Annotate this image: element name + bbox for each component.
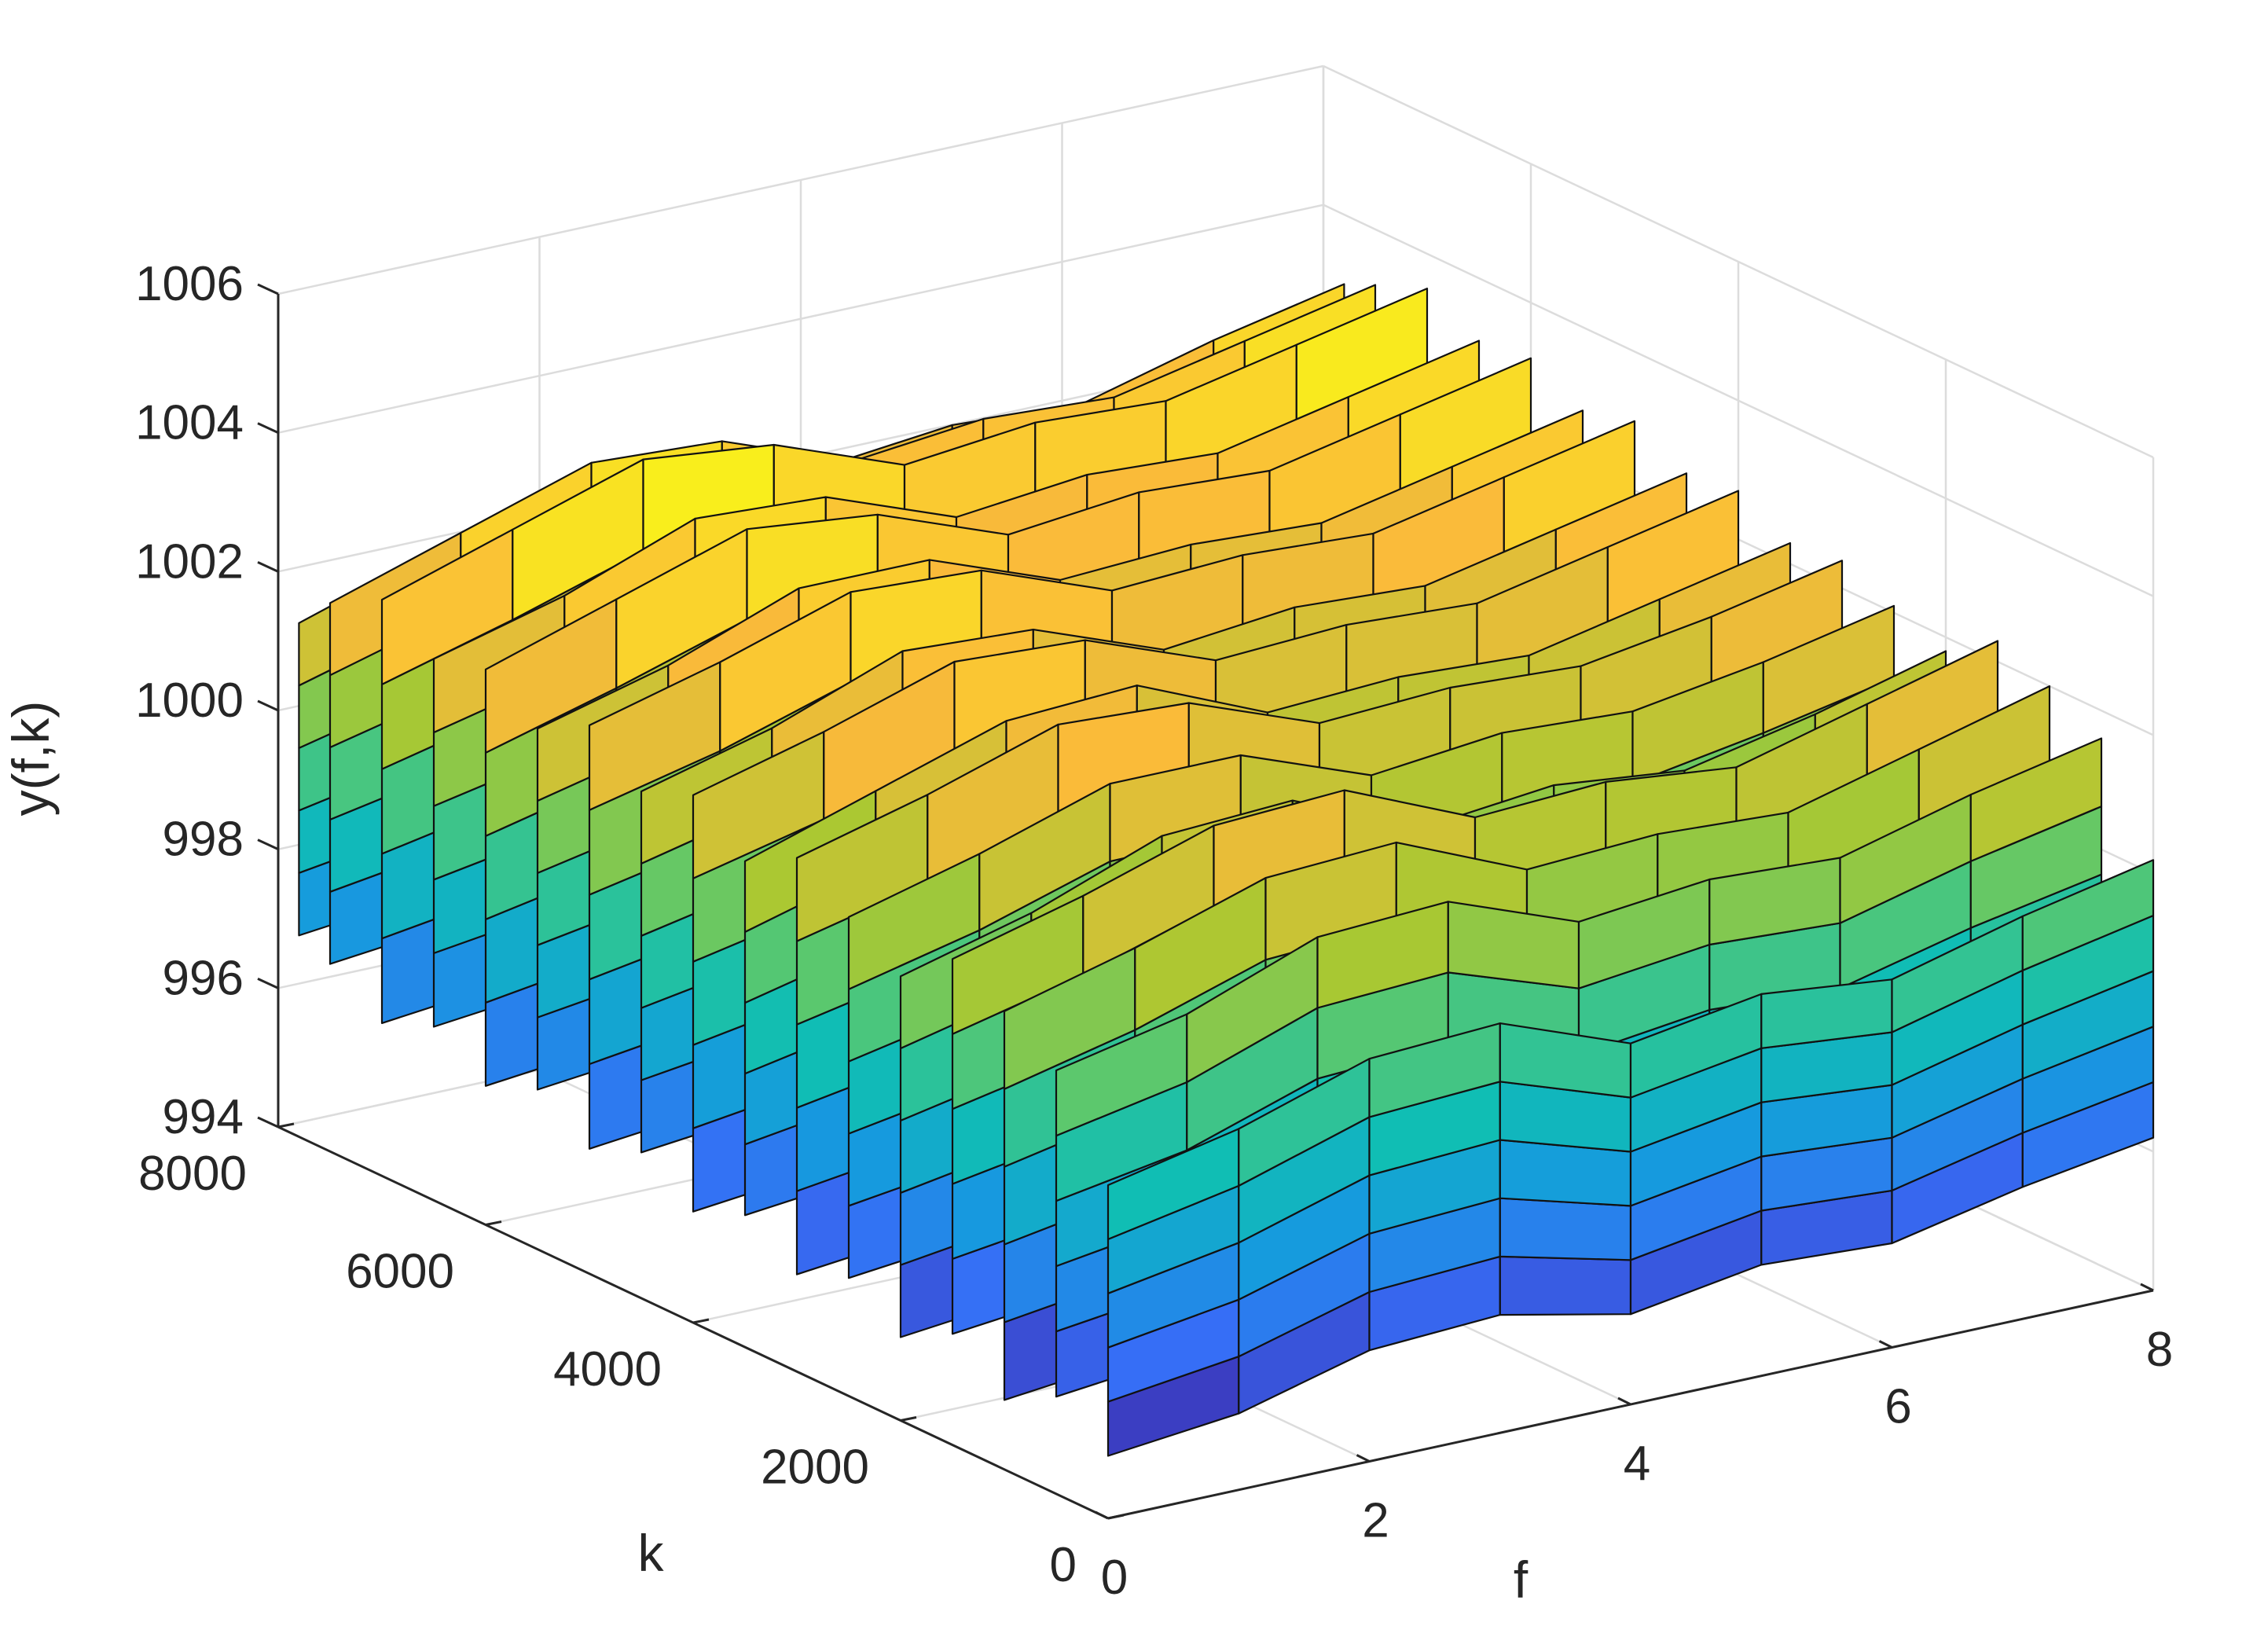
z-axis-label: y(f,k) [2, 701, 60, 817]
side-wall-grid-line [1323, 204, 2154, 597]
back-wall-grid-line [277, 204, 1324, 434]
x-tick-label: 0 [1101, 1551, 1128, 1605]
surface-layer [298, 283, 2155, 1457]
x-tick-mark [2140, 1283, 2154, 1292]
y-tick-mark [900, 1416, 917, 1422]
z-tick-label: 994 [163, 1090, 244, 1144]
z-tick-mark [257, 1116, 279, 1129]
y-tick-label: 0 [1050, 1538, 1077, 1592]
x-tick-mark [1878, 1340, 1893, 1349]
y-tick-mark [692, 1318, 710, 1324]
x-tick-mark [1356, 1454, 1371, 1463]
label-layer: y(f,k) k f [2, 701, 1529, 1609]
x-tick-mark [1095, 1510, 1109, 1520]
z-tick-label: 996 [163, 951, 244, 1005]
y-axis-label: k [638, 1524, 665, 1582]
y-tick-mark [485, 1220, 502, 1226]
surface-patch [1499, 1197, 1632, 1261]
z-tick-label: 1004 [135, 396, 244, 450]
z-tick-mark [257, 839, 279, 851]
z-tick-mark [257, 422, 279, 435]
y-tick-label: 2000 [761, 1441, 869, 1495]
x-tick-mark [1617, 1397, 1631, 1406]
y-tick-mark [277, 1122, 295, 1129]
surface-patch [1762, 604, 1896, 734]
x-tick-label: 6 [1884, 1380, 1911, 1434]
z-tick-label: 998 [163, 813, 244, 867]
z-tick-label: 1000 [135, 674, 244, 728]
x-tick-label: 8 [2146, 1323, 2173, 1377]
surface-patch [1969, 737, 2103, 863]
surface-patch [2021, 859, 2155, 971]
z-tick-mark [257, 560, 279, 573]
z-tick-mark [257, 283, 279, 295]
x-axis-label: f [1514, 1551, 1529, 1609]
y-tick-mark [1107, 1514, 1125, 1520]
y-tick-label: 4000 [553, 1342, 662, 1397]
x-tick-label: 4 [1624, 1437, 1650, 1491]
z-tick-label: 1002 [135, 534, 244, 589]
x-tick-label: 2 [1362, 1494, 1389, 1548]
side-wall-grid-line [1323, 64, 2154, 459]
y-tick-label: 8000 [138, 1147, 247, 1201]
z-tick-mark [257, 977, 279, 989]
z-tick-mark [257, 699, 279, 712]
back-wall-grid-line [277, 64, 1324, 295]
y-tick-label: 6000 [346, 1245, 454, 1299]
z-tick-label: 1006 [135, 257, 244, 311]
surface-patch [1499, 1255, 1632, 1316]
k-slice-sheet [1106, 859, 2155, 1457]
